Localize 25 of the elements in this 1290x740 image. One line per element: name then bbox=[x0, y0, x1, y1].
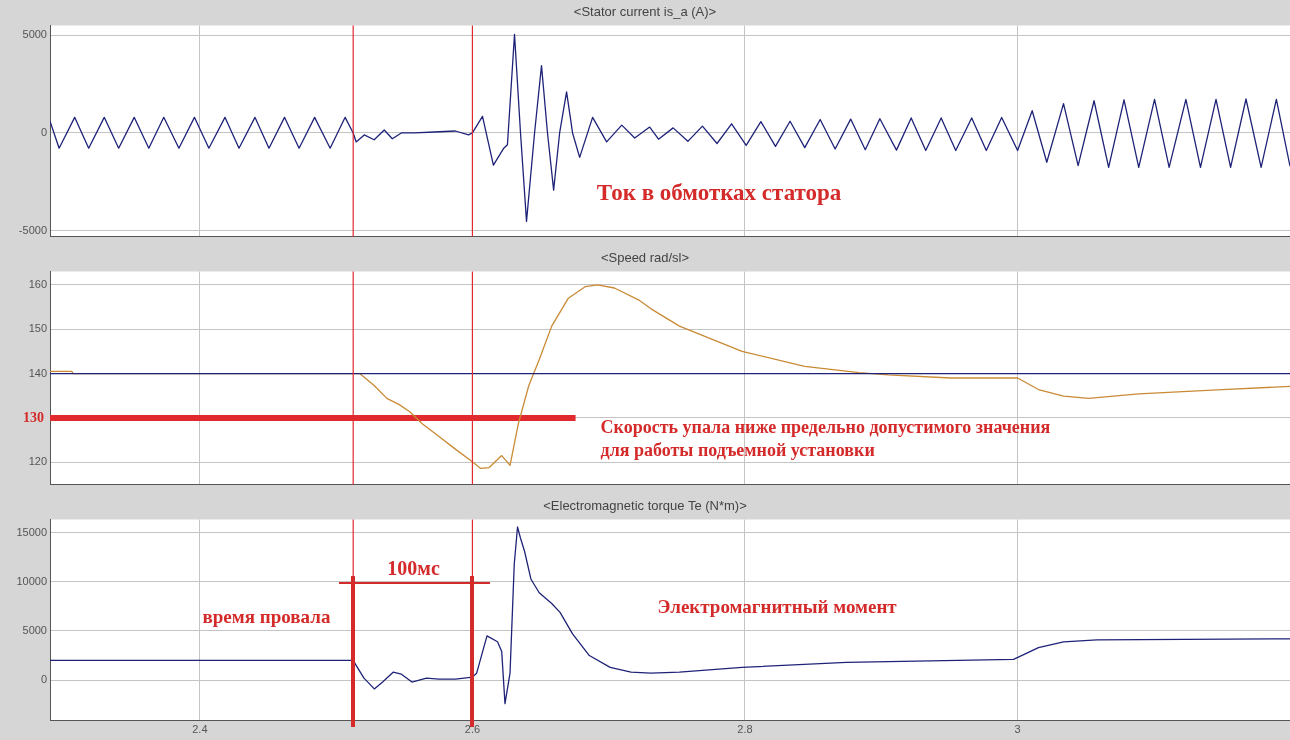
chart-title: <Stator current is_a (A)> bbox=[573, 4, 717, 20]
annotation: для работы подъемной установки bbox=[600, 440, 875, 461]
y-tick-label: 120 bbox=[28, 455, 47, 468]
chart-title: <Speed rad/sl> bbox=[600, 250, 690, 266]
annotation: Скорость упала ниже предельно допустимого значения bbox=[600, 416, 1051, 437]
y-tick-label: 160 bbox=[28, 277, 47, 290]
y-tick-label: 150 bbox=[28, 322, 47, 335]
annotation: Электромагнитный момент bbox=[657, 595, 897, 617]
annotation: 100мс bbox=[387, 556, 440, 579]
y-tick-label: 10000 bbox=[16, 574, 47, 587]
annotation: Ток в обмотках статора bbox=[596, 179, 842, 205]
y-tick-label: 0 bbox=[40, 673, 47, 686]
x-tick-label: 2.6 bbox=[464, 723, 481, 736]
y-tick-label: 0 bbox=[40, 125, 47, 138]
x-tick-label: 3 bbox=[1014, 723, 1021, 736]
y-tick-label: -5000 bbox=[18, 223, 47, 236]
y-tick-label: 140 bbox=[28, 366, 47, 379]
x-tick-label: 2.8 bbox=[737, 723, 753, 736]
y-tick-label: 5000 bbox=[22, 624, 47, 637]
x-tick-label: 2.4 bbox=[192, 723, 208, 736]
y-tick-label: 15000 bbox=[16, 525, 47, 538]
annotation: время провала bbox=[202, 605, 331, 627]
annotation: 130 bbox=[23, 409, 44, 425]
y-tick-label: 5000 bbox=[22, 28, 47, 41]
chart-title: <Electromagnetic torque Te (N*m)> bbox=[543, 498, 747, 514]
